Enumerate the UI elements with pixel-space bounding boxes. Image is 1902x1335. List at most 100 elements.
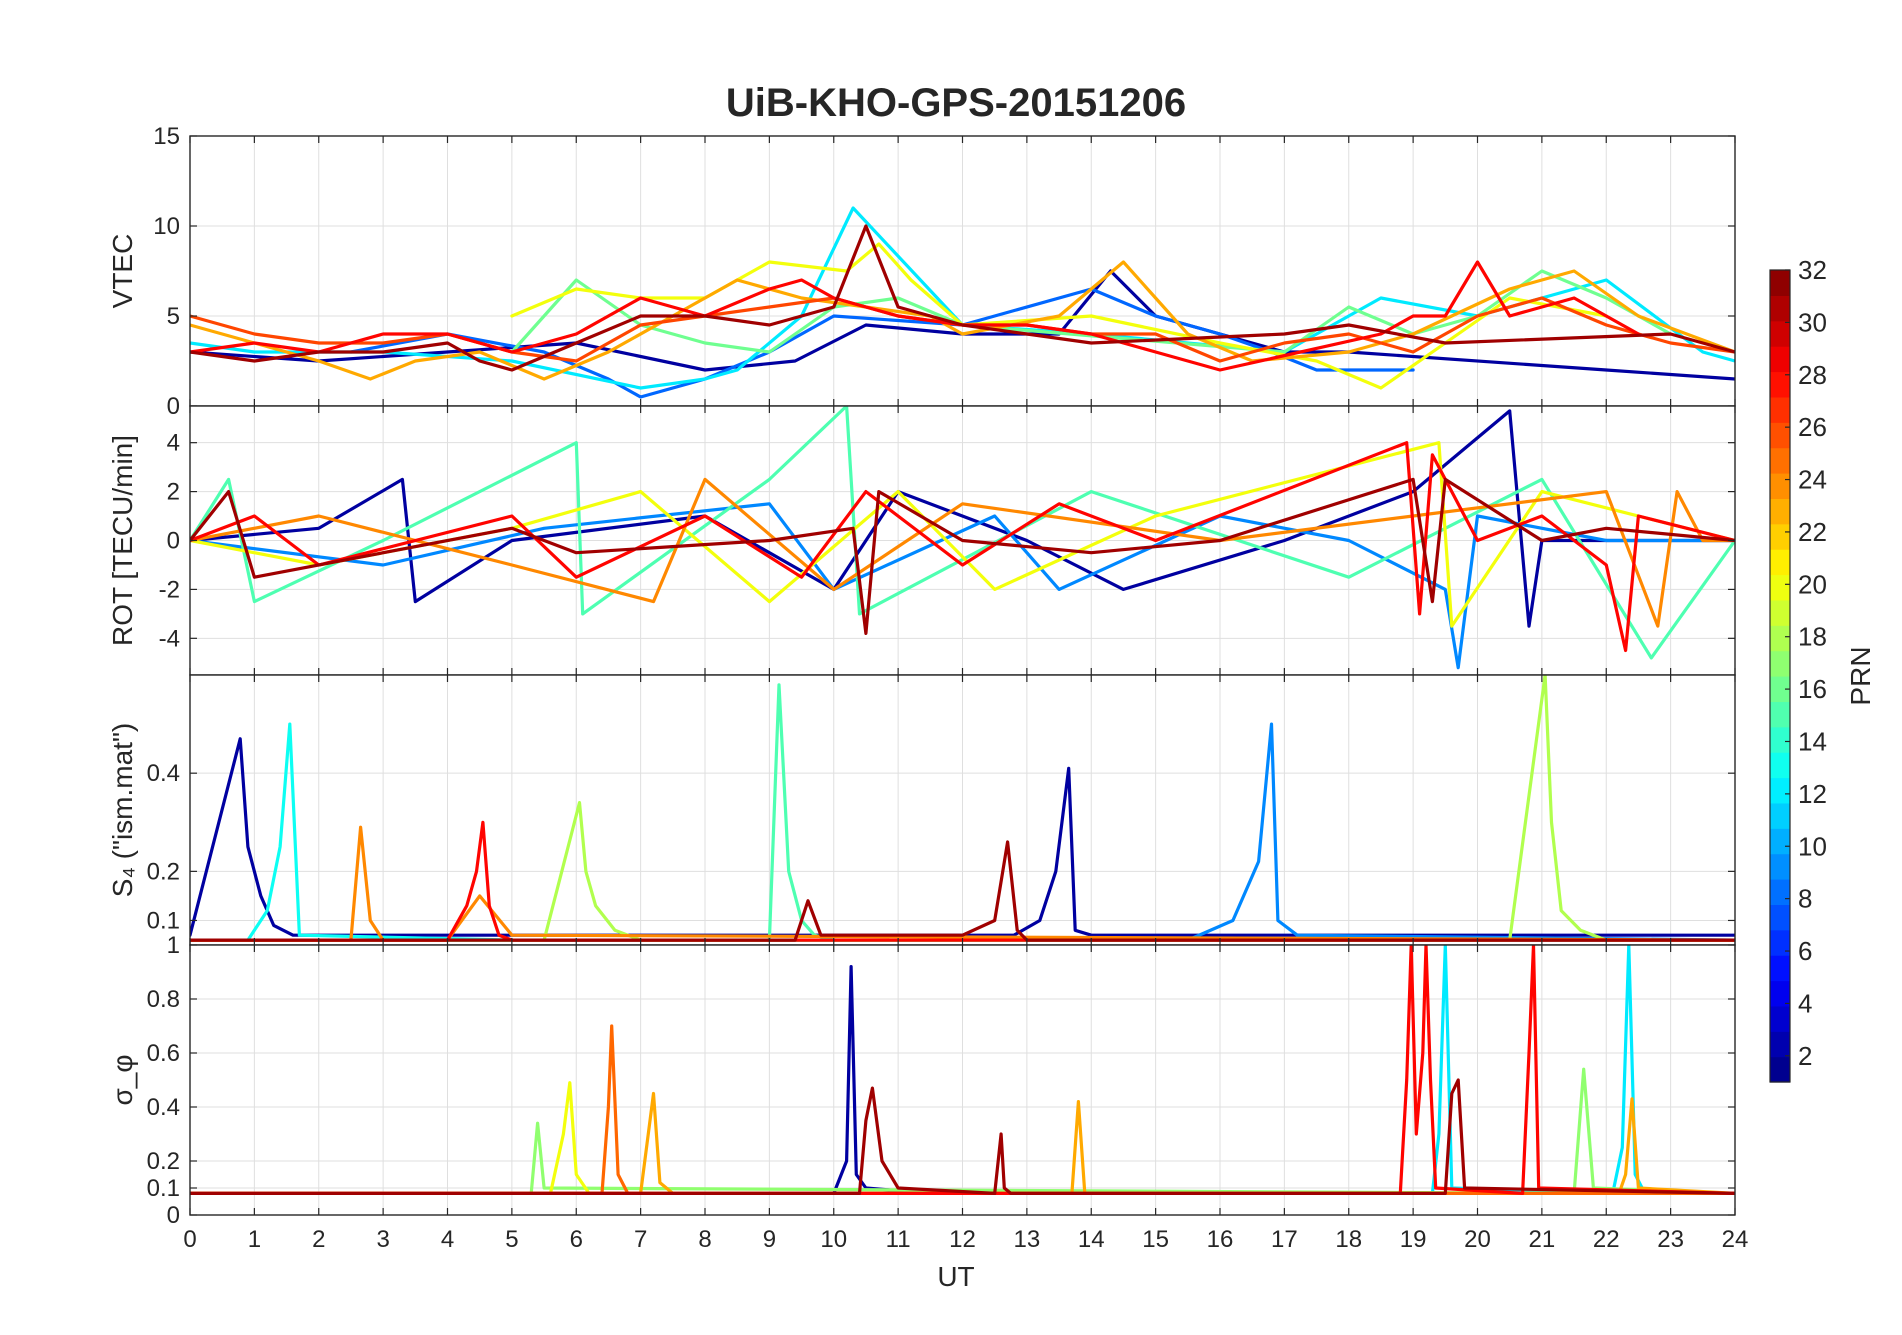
y-tick-label: 0.4 (147, 1094, 180, 1121)
colorbar-swatch (1770, 701, 1790, 728)
y-tick-label: 1 (167, 932, 180, 959)
series-group (190, 206, 1735, 399)
colorbar-tick-label: 4 (1798, 988, 1812, 1018)
colorbar-swatch (1770, 270, 1790, 296)
y-tick-label: 15 (153, 123, 180, 150)
colorbar-swatch (1770, 574, 1790, 601)
colorbar-swatch (1770, 904, 1790, 931)
series-line-prn-20 (510, 242, 1608, 390)
y-tick-label: 0.1 (147, 1175, 180, 1202)
series-line-prn-28 (190, 260, 1641, 372)
x-tick-label: 22 (1593, 1226, 1620, 1253)
series-line-prn-28 (190, 945, 1735, 1196)
colorbar-frame (1769, 269, 1791, 1083)
colorbar-swatch (1770, 777, 1790, 804)
colorbar-swatch (1770, 879, 1790, 905)
panel-rot: -4 -2 0 2 4 ROT [TECU/min] (107, 405, 1736, 676)
y-tick-label: 0 (167, 393, 180, 420)
colorbar-tick-label: 28 (1798, 360, 1827, 390)
colorbar-tick-label: 16 (1798, 674, 1827, 704)
x-tick-label: 16 (1207, 1226, 1234, 1253)
colorbar-tick-label: 6 (1798, 936, 1812, 966)
x-tick-label: 20 (1464, 1226, 1491, 1253)
y-tick-label: -2 (159, 576, 180, 603)
y-tick-label: 2 (167, 479, 180, 506)
x-tick-label: 9 (763, 1226, 776, 1253)
series-line-prn-9 (190, 502, 1735, 670)
colorbar-swatch (1770, 625, 1790, 652)
x-tick-label: 21 (1529, 1226, 1556, 1253)
x-tick-label: 12 (949, 1226, 976, 1253)
colorbar-swatch (1770, 828, 1790, 855)
chart-title: UiB-KHO-GPS-20151206 (726, 81, 1186, 125)
colorbar-swatch (1770, 1031, 1790, 1058)
colorbar-swatch (1770, 295, 1790, 322)
colorbar-tick-label: 26 (1798, 412, 1827, 442)
colorbar-swatch (1770, 1056, 1790, 1083)
series-group (190, 406, 1735, 670)
colorbar-tick-label: 30 (1798, 307, 1827, 337)
colorbar-swatch (1770, 396, 1790, 423)
colorbar-swatch (1770, 980, 1790, 1007)
x-tick-label: 18 (1335, 1226, 1362, 1253)
colorbar-tick-label: 22 (1798, 517, 1827, 547)
series-line-prn-17 (190, 1067, 1735, 1196)
colorbar-swatch (1770, 599, 1790, 626)
y-tick-label: 10 (153, 213, 180, 240)
y-tick-label: 0 (167, 1202, 180, 1229)
colorbar-label: PRN (1845, 646, 1876, 705)
colorbar-tick-label: 12 (1798, 779, 1827, 809)
y-axis-label-vtec: VTEC (107, 234, 138, 309)
colorbar-tick-label: 2 (1798, 1041, 1812, 1071)
y-axis-label-s4: S₄ ("ism.mat") (107, 723, 138, 897)
x-tick-label: 10 (820, 1226, 847, 1253)
colorbar-swatch (1770, 650, 1790, 677)
x-tick-label: 6 (570, 1226, 583, 1253)
x-tick-label: 17 (1271, 1226, 1298, 1253)
x-tick-label: 23 (1657, 1226, 1684, 1253)
x-tick-label: 3 (376, 1226, 389, 1253)
y-tick-label: 0.6 (147, 1040, 180, 1067)
colorbar-swatch (1770, 676, 1790, 702)
colorbar-swatch (1770, 320, 1790, 347)
x-axis-label: UT (937, 1261, 974, 1292)
series-line-prn-28 (190, 441, 1735, 653)
series-line-prn-15 (190, 406, 1735, 660)
series-line-prn-31 (190, 477, 1735, 636)
colorbar-swatch (1770, 752, 1790, 779)
x-tick-label: 4 (441, 1226, 454, 1253)
colorbar-tick-label: 18 (1798, 622, 1827, 652)
colorbar-tick-label: 24 (1798, 465, 1827, 495)
x-tick-label: 14 (1078, 1226, 1105, 1253)
y-tick-label: 0 (167, 528, 180, 555)
colorbar-swatch (1770, 371, 1790, 398)
x-tick-label: 8 (698, 1226, 711, 1253)
colorbar-swatch (1770, 929, 1790, 956)
y-axis-label-rot: ROT [TECU/min] (107, 435, 138, 646)
colorbar-tick-label: 14 (1798, 726, 1827, 756)
series-line-prn-24 (190, 477, 1735, 628)
y-tick-label: 0.2 (147, 1148, 180, 1175)
series-line-prn-23 (190, 1091, 1735, 1196)
series-line-prn-31 (190, 1078, 1735, 1196)
series-line-prn-23 (190, 260, 1735, 381)
y-tick-label: -4 (159, 625, 180, 652)
series-line-prn-31 (190, 224, 1735, 372)
x-tick-label: 0 (183, 1226, 196, 1253)
colorbar-swatch (1770, 1005, 1790, 1032)
x-tick-label: 1 (248, 1226, 261, 1253)
x-tick-label: 5 (505, 1226, 518, 1253)
colorbar-swatch (1770, 802, 1790, 829)
y-tick-label: 4 (167, 430, 180, 457)
y-axis-label-sigma_phi: σ_φ (107, 1054, 138, 1105)
colorbar-tick-label: 32 (1798, 255, 1827, 285)
colorbar-swatch (1770, 523, 1790, 550)
x-tick-label: 19 (1400, 1226, 1427, 1253)
colorbar-swatch (1770, 955, 1790, 982)
y-tick-label: 0.2 (147, 858, 180, 885)
panel-vtec: 0 5 10 15 VTEC (107, 123, 1736, 420)
y-tick-label: 0.4 (147, 760, 180, 787)
panel-s4: 0.1 0.2 0.4 S₄ ("ism.mat") (107, 674, 1736, 946)
